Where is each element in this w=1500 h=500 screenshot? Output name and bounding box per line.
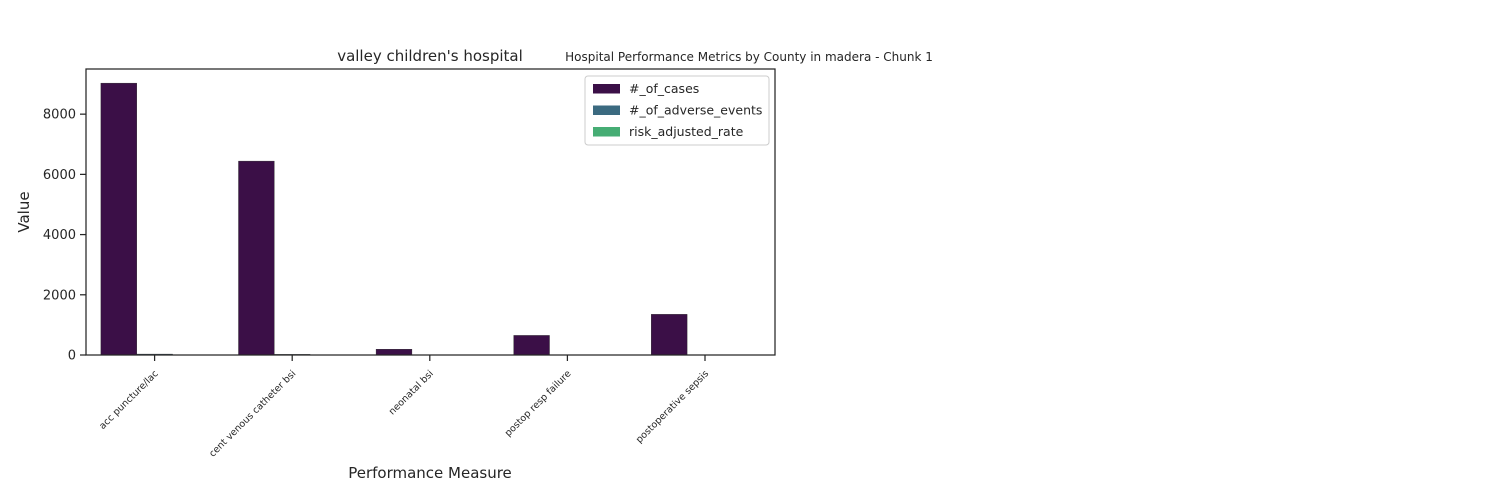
legend-label: #_of_cases: [629, 81, 699, 96]
bar-of-cases-1: [238, 160, 275, 356]
bar-of-cases-4: [651, 314, 688, 356]
figure-suptitle: Hospital Performance Metrics by County i…: [565, 50, 933, 64]
y-tick-label: 4000: [43, 228, 76, 243]
legend-swatch: [593, 127, 620, 137]
y-axis-label: Value: [15, 191, 33, 232]
x-tick-label: acc puncture/lac: [97, 368, 160, 431]
y-tick-label: 6000: [43, 168, 76, 183]
y-tick-label: 0: [68, 349, 76, 364]
y-tick-label: 2000: [43, 288, 76, 303]
legend-label: risk_adjusted_rate: [629, 124, 744, 139]
y-tick-label: 8000: [43, 108, 76, 123]
x-tick-label: cent venous catheter bsi: [207, 368, 298, 459]
x-tick-label: neonatal bsi: [387, 368, 436, 417]
plot-frame: [85, 68, 776, 356]
y-axis: 0 2000 4000 6000 8000: [43, 108, 86, 364]
legend: #_of_cases #_of_adverse_events risk_adjust…: [584, 75, 770, 146]
x-tick-label: postop resp failure: [503, 368, 574, 439]
x-axis-label: Performance Measure: [348, 464, 512, 482]
x-tick-label: postoperative sepsis: [634, 368, 711, 445]
chart-title: valley children's hospital: [337, 47, 523, 65]
legend-swatch: [593, 84, 620, 94]
bar-of-cases-3: [513, 335, 550, 356]
legend-swatch: [593, 105, 620, 115]
legend-label: #_of_adverse_events: [629, 103, 762, 118]
legend-frame: [584, 75, 770, 146]
x-axis: acc puncture/lac cent venous catheter bsi…: [97, 355, 711, 459]
bar-of-cases-0: [100, 82, 137, 356]
bar-of-cases-2: [375, 349, 413, 356]
